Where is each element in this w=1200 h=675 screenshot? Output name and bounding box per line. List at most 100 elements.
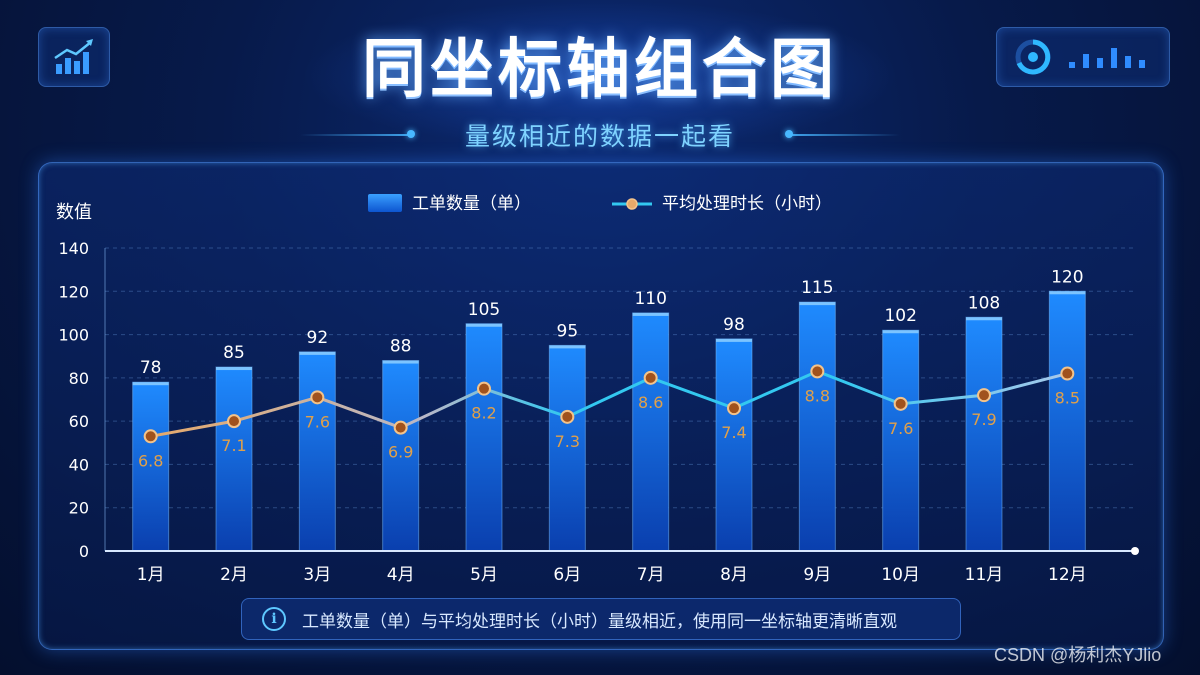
bar-value-label: 95: [557, 321, 579, 341]
status-badge: [996, 27, 1170, 87]
page-title: 同坐标轴组合图: [362, 33, 838, 107]
bar-series: [132, 290, 1086, 552]
x-tick-label: 9月: [803, 565, 831, 585]
bar: [548, 344, 586, 552]
header-glow: [300, 0, 900, 150]
bar-top-highlight: [716, 338, 752, 342]
line-value-label: 7.6: [305, 412, 330, 431]
x-tick-label: 8月: [720, 565, 748, 585]
x-tick-label: 12月: [1048, 565, 1087, 585]
legend: 工单数量（单） 平均处理时长（小时）: [368, 194, 832, 214]
watermark: CSDN @杨利杰YJlio: [994, 645, 1162, 665]
legend-line-marker: [626, 198, 638, 210]
bar-top-highlight: [132, 382, 169, 386]
line-value-label: 7.3: [555, 432, 580, 451]
line-value-label: 8.8: [805, 386, 830, 405]
bar-value-label: 108: [968, 293, 1000, 313]
bar-value-label: 78: [140, 358, 162, 378]
bar-top-highlight: [549, 345, 586, 349]
bar: [382, 360, 420, 552]
line-point: [227, 414, 241, 429]
bar: [965, 316, 1003, 552]
line-value-label: 8.6: [638, 393, 663, 412]
y-axis-label: 数值: [56, 202, 92, 223]
legend-line-label: 平均处理时长（小时）: [662, 194, 832, 214]
line-point: [393, 420, 408, 435]
y-tick-label: 40: [69, 455, 89, 474]
bar-value-label: 85: [223, 343, 245, 363]
bar-value-label: 92: [307, 328, 329, 348]
x-tick-label: 10月: [881, 565, 920, 585]
info-icon: i: [262, 607, 286, 631]
legend-bar-swatch: [368, 194, 402, 212]
y-tick-label: 20: [69, 499, 89, 518]
bar: [215, 366, 253, 552]
line-point: [310, 390, 325, 405]
bar-top-highlight: [632, 312, 669, 316]
line-value-label: 7.1: [221, 436, 246, 455]
line-point: [727, 401, 741, 416]
grid-lines: [105, 247, 1135, 509]
line-value-label: 6.8: [138, 451, 163, 470]
line-value-label: 6.9: [388, 443, 413, 462]
line-point: [477, 381, 491, 396]
x-axis-end-dot: [1131, 547, 1139, 555]
x-tick-label: 4月: [387, 565, 415, 585]
line-point: [893, 396, 908, 411]
bar-value-label: 98: [723, 315, 745, 335]
bar-value-label: 110: [634, 289, 666, 309]
line-value-label: 7.6: [888, 419, 913, 438]
info-note: i 工单数量（单）与平均处理时长（小时）量级相近，使用同一坐标轴更清晰直观: [241, 598, 961, 640]
bar-top-highlight: [299, 351, 336, 355]
bar-top-highlight: [382, 360, 419, 364]
line-value-label: 8.5: [1055, 389, 1080, 408]
y-tick-label: 100: [58, 326, 89, 345]
note-text: 工单数量（单）与平均处理时长（小时）量级相近，使用同一坐标轴更清晰直观: [302, 611, 897, 632]
bar-top-highlight: [966, 317, 1002, 321]
x-tick-label: 11月: [965, 565, 1004, 585]
y-tick-label: 0: [79, 542, 89, 561]
page-subtitle: 量级相近的数据一起看: [464, 122, 735, 151]
y-tick-label: 60: [69, 412, 89, 431]
bar-chart-icon: [54, 39, 93, 74]
data-labels: 78 85 92 88 105 95 110 98 115 102 108 120 6.8 7.1 7.6 6…: [138, 267, 1084, 470]
line-value-label: 7.4: [721, 423, 746, 442]
bar-value-label: 115: [801, 278, 833, 298]
x-tick-label: 3月: [303, 565, 331, 585]
line-value-label: 8.2: [471, 404, 496, 423]
bar: [632, 312, 670, 552]
bar-value-label: 105: [468, 300, 500, 320]
bar-top-highlight: [216, 367, 252, 371]
bar: [798, 301, 836, 552]
x-tick-label: 2月: [220, 565, 248, 585]
axes: 0 20 40 60 80 100 120 140 数值 1月 2月 3月 4月 5月 6月 7月 8月 9月 10…: [56, 202, 1139, 585]
bar-top-highlight: [799, 302, 836, 306]
x-tick-label: 1月: [137, 565, 165, 585]
subtitle-dot-right: [785, 130, 793, 138]
subtitle-line-left: [300, 134, 412, 136]
bar: [715, 338, 753, 552]
y-tick-label: 120: [58, 282, 89, 301]
line-series: [143, 364, 1075, 444]
y-tick-label: 80: [69, 369, 89, 388]
bar-top-highlight: [882, 330, 919, 334]
x-tick-label: 6月: [553, 565, 581, 585]
bar-value-label: 120: [1051, 267, 1083, 287]
x-tick-label: 7月: [637, 565, 665, 585]
bar: [298, 351, 336, 552]
line-point: [977, 388, 991, 403]
bar-value-label: 88: [390, 337, 412, 357]
y-tick-label: 140: [58, 239, 89, 258]
line-point: [643, 370, 658, 385]
trend-badge: [38, 27, 110, 87]
bar: [882, 329, 920, 552]
line-point: [1060, 366, 1075, 381]
gauge-icon: [1015, 39, 1145, 75]
line-point: [810, 364, 825, 379]
bar: [132, 381, 170, 552]
subtitle-dot-left: [407, 130, 415, 138]
line-point: [143, 429, 158, 444]
bar-value-label: 102: [884, 306, 916, 326]
bar-top-highlight: [1049, 291, 1086, 295]
